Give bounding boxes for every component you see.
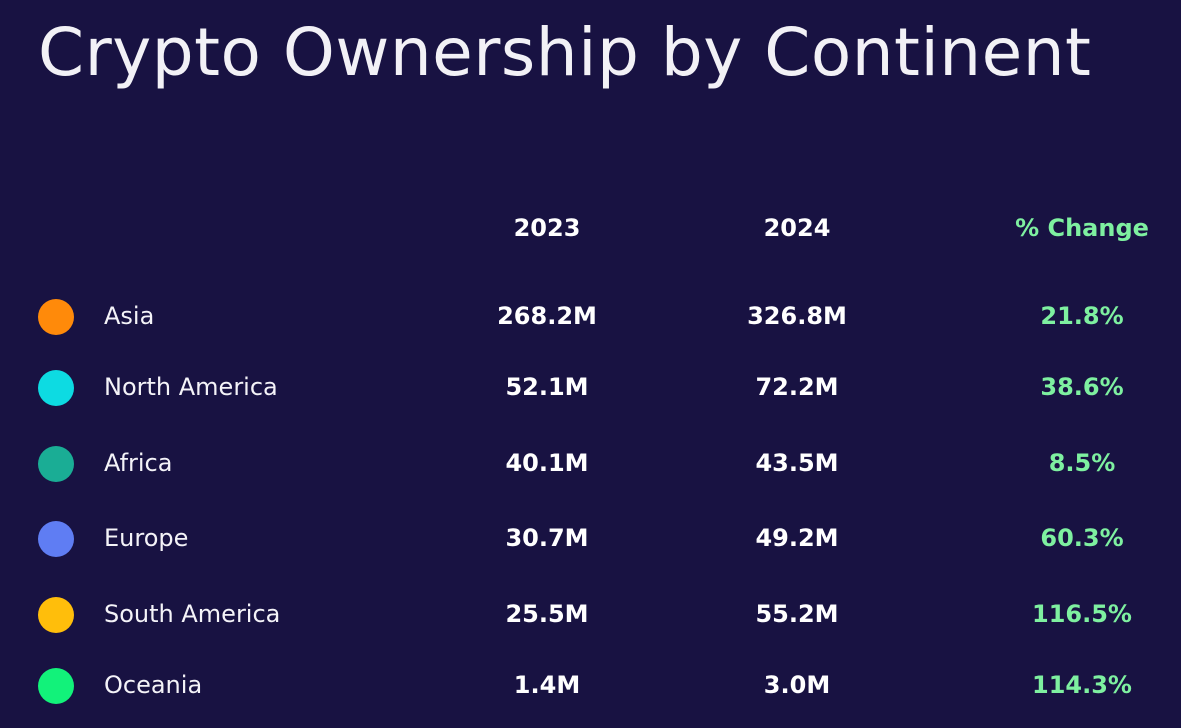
value-change: 116.5% xyxy=(1032,600,1132,628)
value-2024: 3.0M xyxy=(763,671,831,699)
table-row: North America 52.1M 72.2M 38.6% xyxy=(0,368,1181,408)
continent-label: South America xyxy=(104,600,281,628)
continent-label: Asia xyxy=(104,302,155,330)
value-change: 60.3% xyxy=(1040,524,1124,552)
value-change: 8.5% xyxy=(1048,449,1116,477)
value-2024: 72.2M xyxy=(755,373,839,401)
continent-color-dot xyxy=(38,299,74,335)
value-change: 21.8% xyxy=(1040,302,1124,330)
continent-color-dot xyxy=(38,668,74,704)
continent-color-dot xyxy=(38,446,74,482)
value-2023: 30.7M xyxy=(505,524,589,552)
continent-color-dot xyxy=(38,370,74,406)
value-2023: 268.2M xyxy=(497,302,597,330)
value-2024: 55.2M xyxy=(755,600,839,628)
value-change: 114.3% xyxy=(1032,671,1132,699)
continent-color-dot xyxy=(38,597,74,633)
continent-color-dot xyxy=(38,521,74,557)
continent-label: North America xyxy=(104,373,278,401)
chart-title: Crypto Ownership by Continent xyxy=(38,14,1092,91)
column-header-change: % Change xyxy=(1015,214,1149,242)
value-2024: 326.8M xyxy=(747,302,847,330)
table-row: Africa 40.1M 43.5M 8.5% xyxy=(0,444,1181,484)
continent-label: Europe xyxy=(104,524,189,552)
continent-label: Africa xyxy=(104,449,173,477)
value-2023: 25.5M xyxy=(505,600,589,628)
continent-label: Oceania xyxy=(104,671,203,699)
value-2023: 40.1M xyxy=(505,449,589,477)
value-2024: 49.2M xyxy=(755,524,839,552)
table-row: Europe 30.7M 49.2M 60.3% xyxy=(0,519,1181,559)
value-2024: 43.5M xyxy=(755,449,839,477)
column-header-2024: 2024 xyxy=(763,214,831,242)
value-2023: 52.1M xyxy=(505,373,589,401)
table-row: Asia 268.2M 326.8M 21.8% xyxy=(0,297,1181,337)
table-row: Oceania 1.4M 3.0M 114.3% xyxy=(0,666,1181,706)
table-row: South America 25.5M 55.2M 116.5% xyxy=(0,595,1181,635)
value-2023: 1.4M xyxy=(513,671,581,699)
column-header-2023: 2023 xyxy=(513,214,581,242)
value-change: 38.6% xyxy=(1040,373,1124,401)
